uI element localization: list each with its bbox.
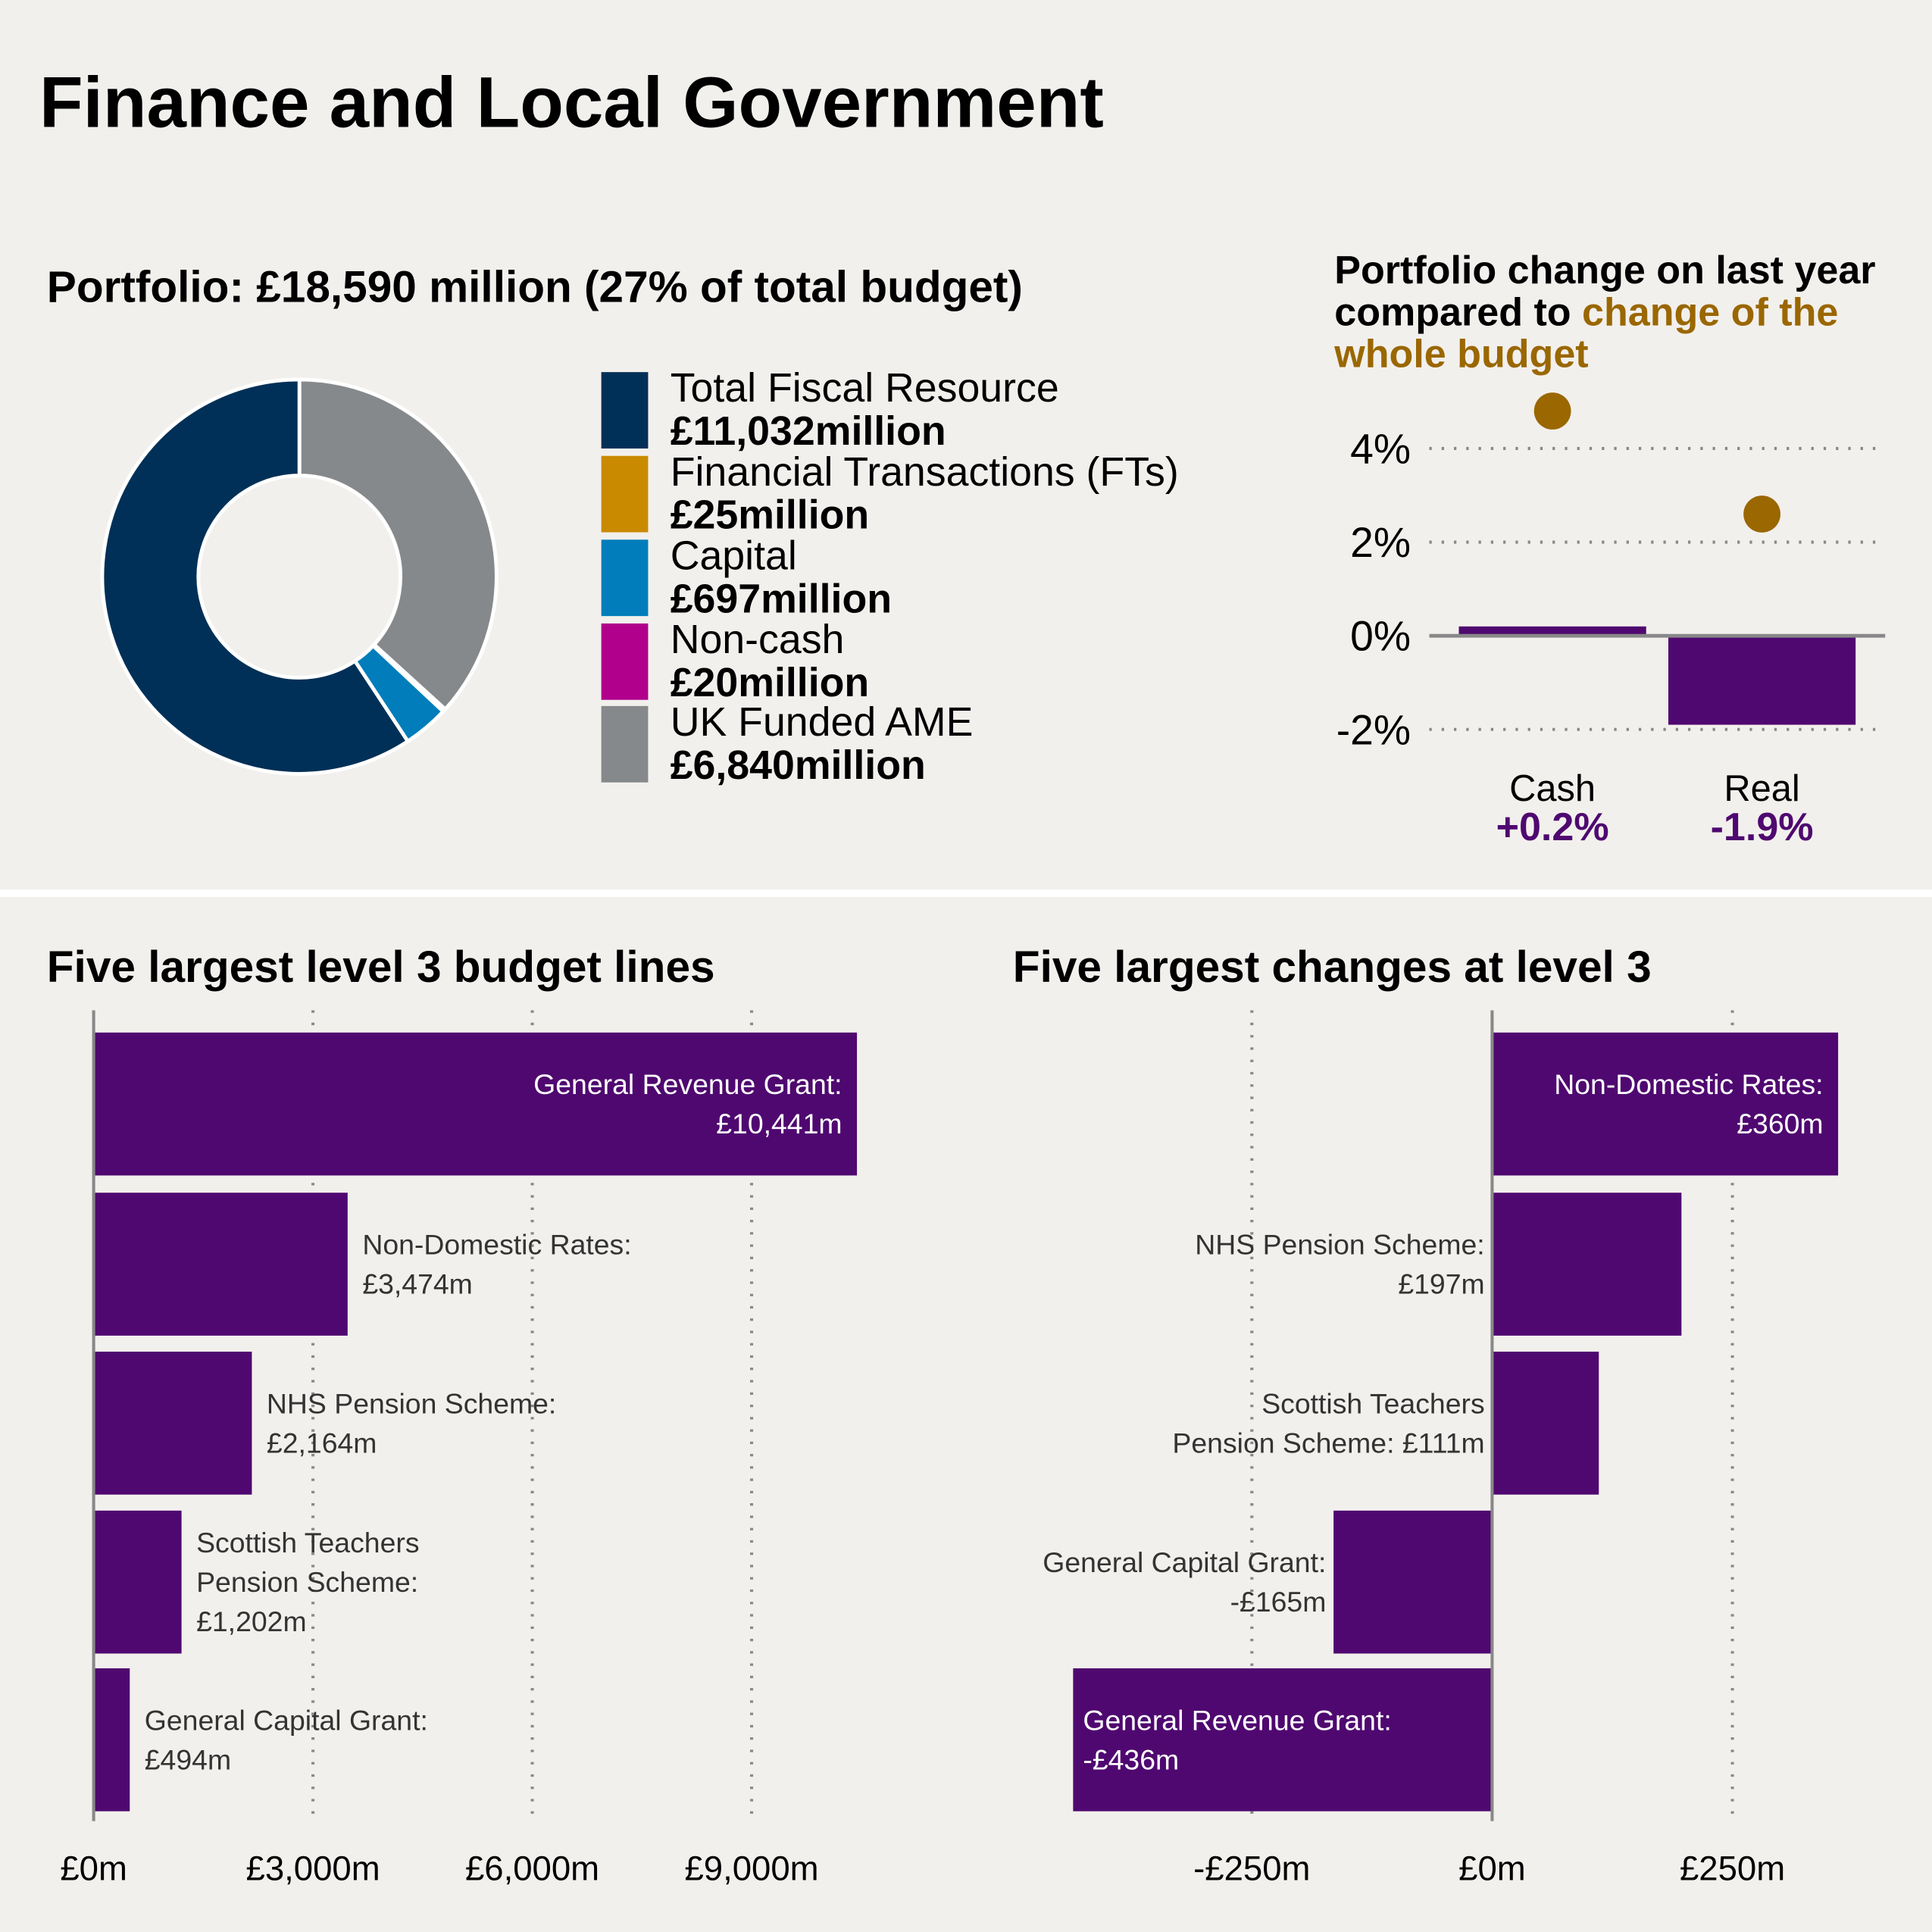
whole-budget-dot	[1743, 496, 1780, 533]
bar-label: NHS Pension Scheme:	[1195, 1229, 1484, 1261]
bar-label: NHS Pension Scheme:	[267, 1387, 556, 1419]
legend-name: Non-cash	[670, 616, 845, 662]
page-title: Finance and Local Government	[39, 62, 1104, 143]
y-tick-label: 2%	[1350, 519, 1411, 566]
bar-label: -£436m	[1083, 1743, 1179, 1775]
bar	[1073, 1668, 1493, 1812]
y-tick-label: -2%	[1336, 706, 1411, 753]
x-tick-label: £0m	[1458, 1849, 1526, 1888]
bar-label: Non-Domestic Rates:	[1554, 1068, 1823, 1100]
change-title-part: Portfolio change on last year compared t…	[1334, 247, 1876, 334]
bar-label: -£165m	[1230, 1586, 1327, 1618]
bar	[93, 1510, 182, 1654]
legend-swatch	[601, 705, 649, 783]
donut-slice	[297, 377, 499, 712]
legend-name: Total Fiscal Resource	[670, 364, 1059, 411]
largest-changes-chart: -£250m £0m £250m Non-Domestic Rates: £360m NH…	[1043, 1010, 1839, 1888]
x-tick-label: -£250m	[1193, 1849, 1310, 1888]
bar-label: Pension Scheme:	[196, 1566, 418, 1598]
donut-slice	[100, 377, 411, 776]
bar-label: General Capital Grant:	[145, 1704, 428, 1736]
bar	[93, 1032, 858, 1176]
legend-swatch	[601, 455, 649, 533]
bar	[1492, 1193, 1682, 1336]
change-bar	[1668, 636, 1856, 725]
change-title: Portfolio change on last year compared t…	[1334, 249, 1901, 375]
x-category-label: Real	[1724, 768, 1799, 809]
legend-value: £11,032million	[670, 408, 946, 454]
bar	[1492, 1352, 1599, 1495]
y-tick-label: 0%	[1350, 613, 1411, 660]
largest-changes-title: Five largest changes at level 3	[1012, 941, 1652, 993]
largest-lines-chart: £0m £3,000m £6,000m £9,000m General Revenue …	[60, 1010, 858, 1888]
bar-label: £494m	[145, 1743, 231, 1775]
x-category-label: Cash	[1509, 768, 1596, 809]
legend-value: £6,840million	[670, 742, 926, 788]
donut-title: Portfolio: £18,590 million (27% of total…	[46, 261, 1023, 312]
legend-value: £697million	[670, 575, 893, 621]
bar-label: Non-Domestic Rates:	[362, 1229, 631, 1261]
legend-name: Financial Transactions (FTs)	[670, 448, 1179, 495]
bar-label: £3,474m	[362, 1268, 473, 1300]
bar-label: £360m	[1737, 1108, 1823, 1140]
largest-lines-title: Five largest level 3 budget lines	[46, 941, 715, 993]
bar-label: Scottish Teachers	[196, 1527, 419, 1558]
x-tick-label: £250m	[1680, 1849, 1785, 1888]
bar-label: General Revenue Grant:	[533, 1068, 842, 1100]
legend-value: £20million	[670, 659, 870, 705]
bar-label: General Revenue Grant:	[1083, 1704, 1391, 1736]
bar-label: Pension Scheme: £111m	[1172, 1427, 1484, 1458]
legend-value: £25million	[670, 491, 870, 538]
x-tick-label: £6,000m	[465, 1849, 599, 1888]
bar-label: Scottish Teachers	[1261, 1387, 1484, 1419]
legend-name: UK Funded AME	[670, 699, 974, 745]
change-title-highlight: change of the whole budget	[1334, 289, 1839, 377]
change-bar	[1458, 626, 1646, 636]
bar	[93, 1193, 348, 1336]
x-tick-label: £9,000m	[684, 1849, 818, 1888]
y-tick-label: 4%	[1350, 425, 1411, 472]
bar	[93, 1352, 252, 1495]
legend-swatch	[601, 623, 649, 700]
section-divider	[0, 889, 1932, 897]
bar	[93, 1668, 130, 1812]
bar-label: £10,441m	[716, 1108, 842, 1140]
value-label: +0.2%	[1496, 805, 1609, 849]
donut-chart	[100, 377, 499, 776]
legend-swatch	[601, 372, 649, 449]
bar	[1492, 1032, 1839, 1176]
value-label: -1.9%	[1711, 805, 1814, 849]
bar-label: £2,164m	[267, 1427, 377, 1458]
bar-label: £1,202m	[196, 1605, 307, 1637]
x-tick-label: £3,000m	[246, 1849, 380, 1888]
bar-label: General Capital Grant:	[1043, 1546, 1326, 1578]
bar	[1333, 1510, 1493, 1654]
whole-budget-dot	[1533, 392, 1571, 430]
legend-name: Capital	[670, 532, 797, 578]
legend-swatch	[601, 539, 649, 617]
x-tick-label: £0m	[60, 1849, 127, 1888]
bar-label: £197m	[1398, 1268, 1484, 1300]
change-chart: 4% 2% 0% -2% Cash+0.2% Real-1.9%	[1336, 392, 1886, 849]
